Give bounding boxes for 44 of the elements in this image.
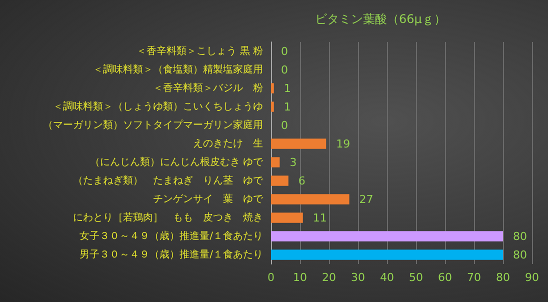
data-label: 80 — [513, 248, 527, 262]
y-tick-label: チンゲンサイ 葉 ゆで — [153, 192, 264, 205]
bar — [271, 83, 274, 94]
bar — [271, 231, 503, 242]
x-tick-label: 70 — [467, 271, 481, 284]
x-tick-label: 60 — [438, 271, 452, 284]
y-tick-label: にわとり［若鶏肉］ もも 皮つき 焼き — [73, 211, 263, 224]
x-tick-label: 30 — [351, 271, 365, 284]
bar — [271, 194, 350, 204]
y-tick-label: ＜香辛料類＞バジル 粉 — [153, 82, 263, 94]
y-tick-label: ＜調味料類＞（しょうゆ類）こいくちしょうゆ — [53, 100, 263, 112]
x-tick-label: 40 — [380, 271, 394, 284]
x-tick-label: 0 — [268, 271, 274, 284]
data-label: 1 — [284, 100, 291, 114]
y-tick-label: ＜調味料類＞（食塩類）精製塩家庭用 — [93, 63, 263, 76]
bar — [271, 138, 326, 149]
data-label: 0 — [281, 118, 288, 132]
bar — [271, 176, 288, 186]
data-label: 80 — [513, 230, 527, 243]
x-tick-label: 90 — [525, 271, 539, 284]
data-label: 1 — [284, 82, 291, 95]
x-tick-label: 20 — [322, 271, 336, 284]
chart-title: ビタミン葉酸（66μｇ） — [315, 12, 446, 26]
x-tick-label: 80 — [496, 271, 510, 284]
data-label: 0 — [281, 44, 288, 58]
bar — [271, 102, 274, 112]
y-tick-label: 男子３０～４９（歳）推進量/１食あたり — [80, 248, 263, 260]
data-label: 3 — [290, 156, 297, 169]
data-label: 19 — [336, 137, 350, 150]
y-tick-label: （たまねぎ類） たまねぎ りん茎 ゆで — [73, 174, 264, 186]
bar — [271, 212, 303, 223]
y-tick-label: えのきたけ 生 — [193, 137, 263, 150]
y-tick-label: （にんじん類）にんじん根皮むき ゆで — [90, 156, 264, 168]
data-label: 6 — [298, 174, 306, 188]
y-tick-label: 女子３０～４９（歳）推進量/１食あたり — [80, 230, 263, 242]
bar — [271, 250, 503, 260]
x-tick-label: 50 — [409, 271, 423, 284]
bar — [271, 157, 280, 168]
y-tick-label: ＜香辛料類＞こしょう 黒 粉 — [136, 44, 263, 57]
data-label: 0 — [281, 63, 288, 76]
y-tick-label: （マーガリン類）ソフトタイプマーガリン家庭用 — [43, 118, 263, 131]
x-tick-label: 10 — [293, 271, 307, 284]
data-label: 11 — [312, 211, 327, 224]
data-label: 27 — [359, 192, 374, 206]
